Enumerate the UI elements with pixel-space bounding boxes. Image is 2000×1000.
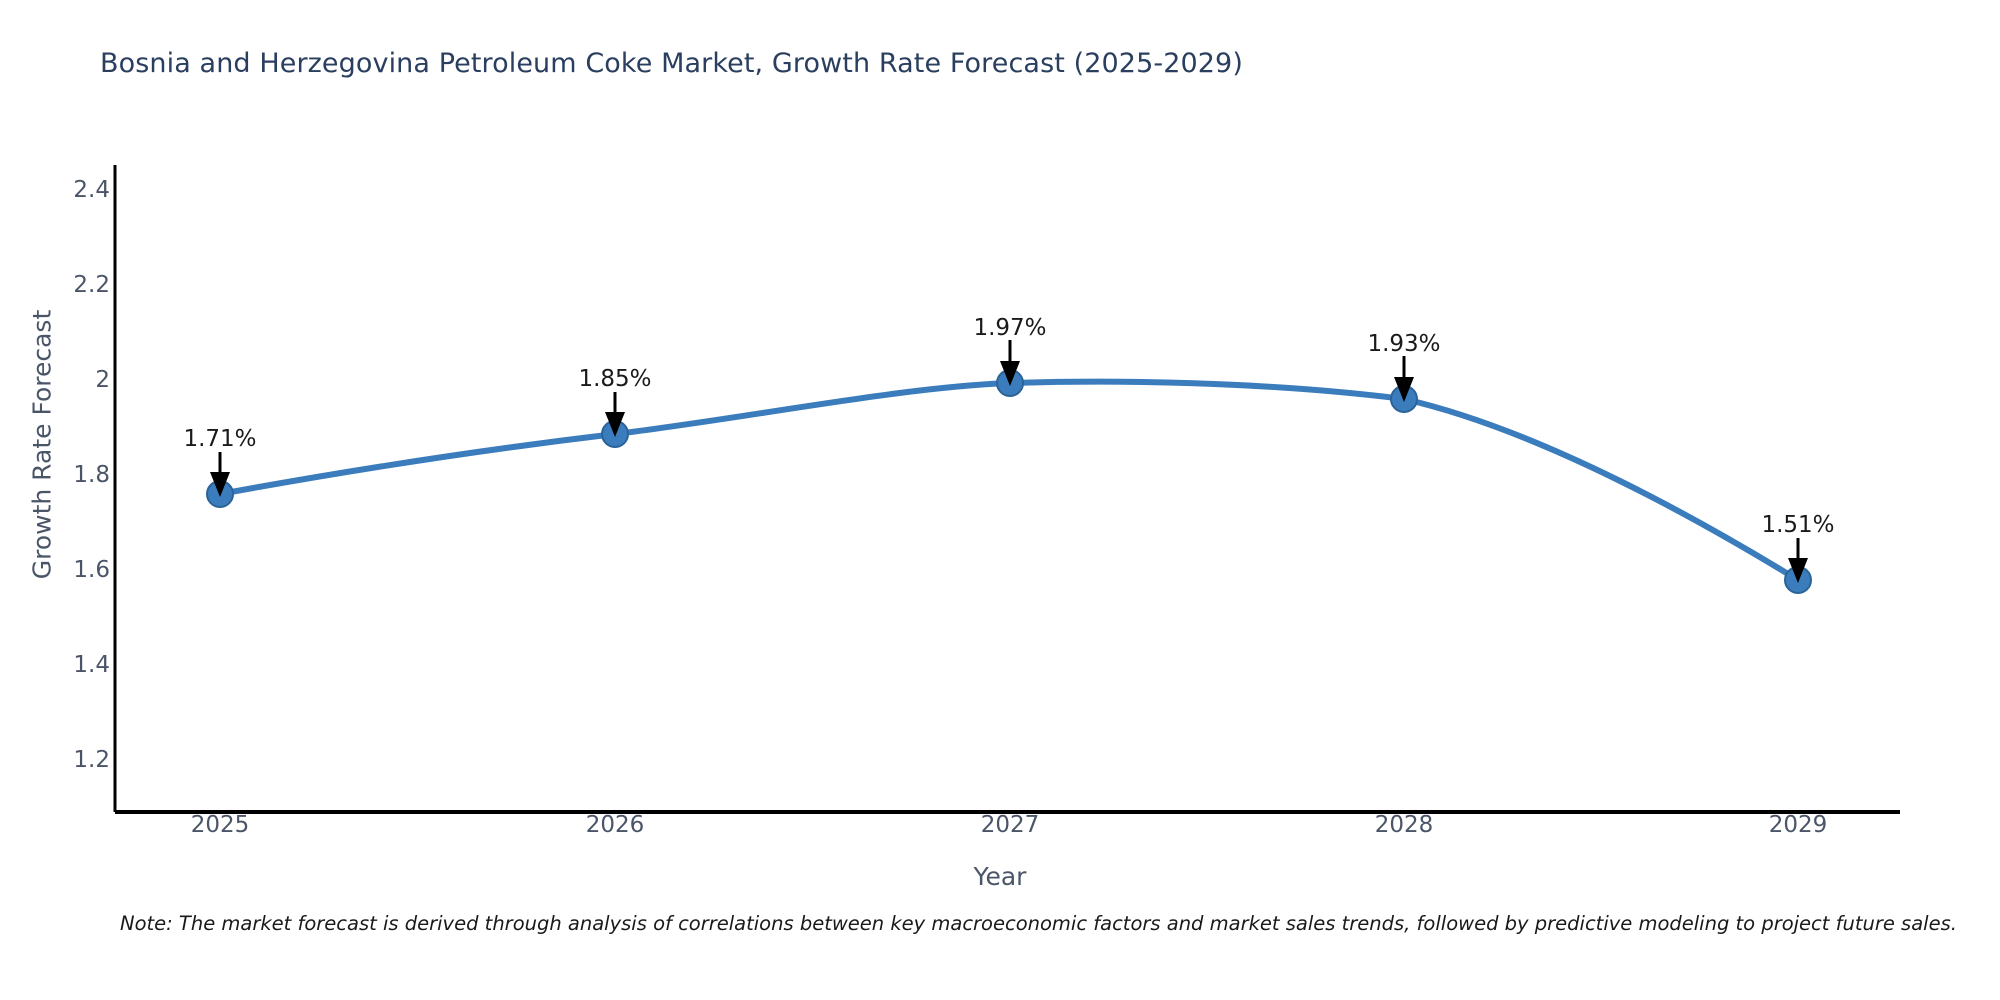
chart-note: Note: The market forecast is derived thr… <box>120 912 1957 935</box>
x-tick-label: 2027 <box>980 812 1040 838</box>
data-point-label: 1.71% <box>183 426 257 452</box>
y-tick-label: 2 <box>95 367 110 393</box>
x-axis-title: Year <box>973 862 1027 891</box>
y-tick-label: 2.2 <box>73 272 110 298</box>
x-tick-label: 2029 <box>1768 812 1828 838</box>
annotation-arrow-icon <box>1788 538 1808 583</box>
chart-title: Bosnia and Herzegovina Petroleum Coke Ma… <box>100 48 1243 79</box>
data-point-label: 1.93% <box>1367 331 1441 357</box>
y-axis-tick-labels: 2.4 2.2 2 1.8 1.6 1.4 1.2 <box>0 0 110 1000</box>
annotation-arrow-icon <box>1394 356 1414 402</box>
data-point-label: 1.85% <box>578 366 652 392</box>
y-tick-label: 1.4 <box>73 652 110 678</box>
annotation-arrow-icon <box>605 392 625 437</box>
y-tick-label: 1.8 <box>73 462 110 488</box>
y-tick-label: 1.2 <box>73 747 110 773</box>
x-tick-label: 2026 <box>585 812 645 838</box>
y-tick-label: 1.6 <box>73 557 110 583</box>
x-tick-label: 2025 <box>190 812 250 838</box>
data-point-label: 1.51% <box>1761 512 1835 538</box>
x-tick-label: 2028 <box>1374 812 1434 838</box>
annotation-arrow-icon <box>210 452 230 497</box>
data-line <box>217 378 1801 583</box>
data-point-label: 1.97% <box>973 315 1047 341</box>
y-tick-label: 2.4 <box>73 177 110 203</box>
annotation-arrow-icon <box>1000 340 1020 386</box>
